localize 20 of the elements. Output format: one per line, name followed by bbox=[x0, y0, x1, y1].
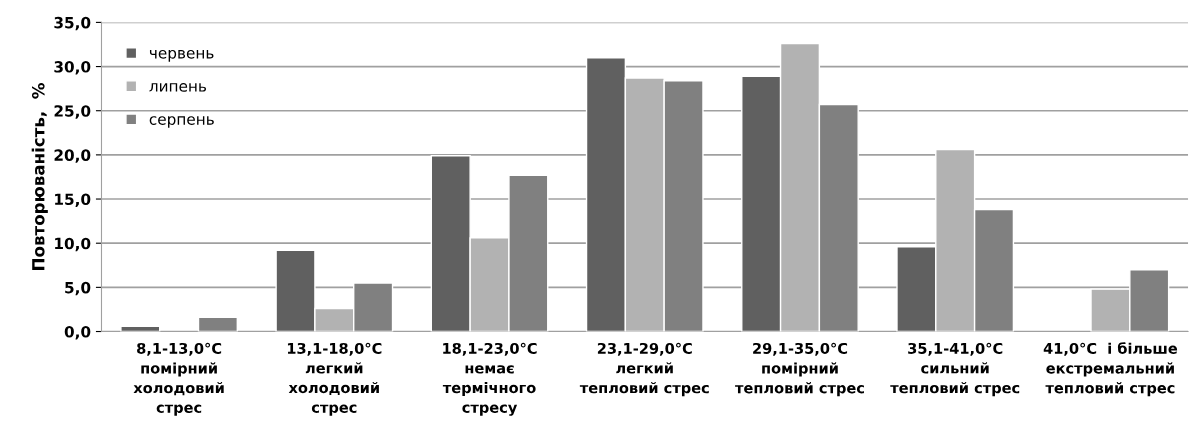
y-tick-label: 25,0 bbox=[54, 105, 91, 119]
y-tick-label: 30,0 bbox=[54, 61, 91, 75]
y-tick-label: 20,0 bbox=[54, 149, 91, 163]
x-tick-label: 35,1-41,0°C сильний тепловий стрес bbox=[890, 342, 1020, 397]
bar bbox=[197, 316, 239, 332]
x-tick-label: 23,1-29,0°C легкий тепловий стрес bbox=[579, 342, 709, 397]
x-tick-label: 8,1-13,0°C помірний холодовий стрес bbox=[133, 342, 224, 416]
y-tick-label: 10,0 bbox=[55, 237, 91, 252]
x-tick-label: 18,1-23,0°C немає термічного стресу bbox=[442, 342, 537, 416]
legend-label: червень bbox=[149, 49, 214, 62]
x-tick-label: 29,1-35,0°C помірний тепловий стрес bbox=[735, 342, 864, 397]
x-tick-label: 41,0°C і більше екстремальний тепловий стрес bbox=[1043, 342, 1178, 397]
legend-label: липень bbox=[149, 83, 207, 92]
x-tick-label: 13,1-18,0°C легкий холодовий стрес bbox=[287, 342, 382, 416]
y-tick-label: 0,0 bbox=[64, 325, 91, 340]
y-tick-label: 35,0 bbox=[54, 16, 91, 31]
y-axis-title: Повторюваність, % bbox=[31, 83, 48, 270]
y-tick-label: 15,0 bbox=[55, 193, 91, 208]
y-tick-label: 5,0 bbox=[65, 281, 91, 296]
legend-label: серпень bbox=[149, 116, 214, 128]
